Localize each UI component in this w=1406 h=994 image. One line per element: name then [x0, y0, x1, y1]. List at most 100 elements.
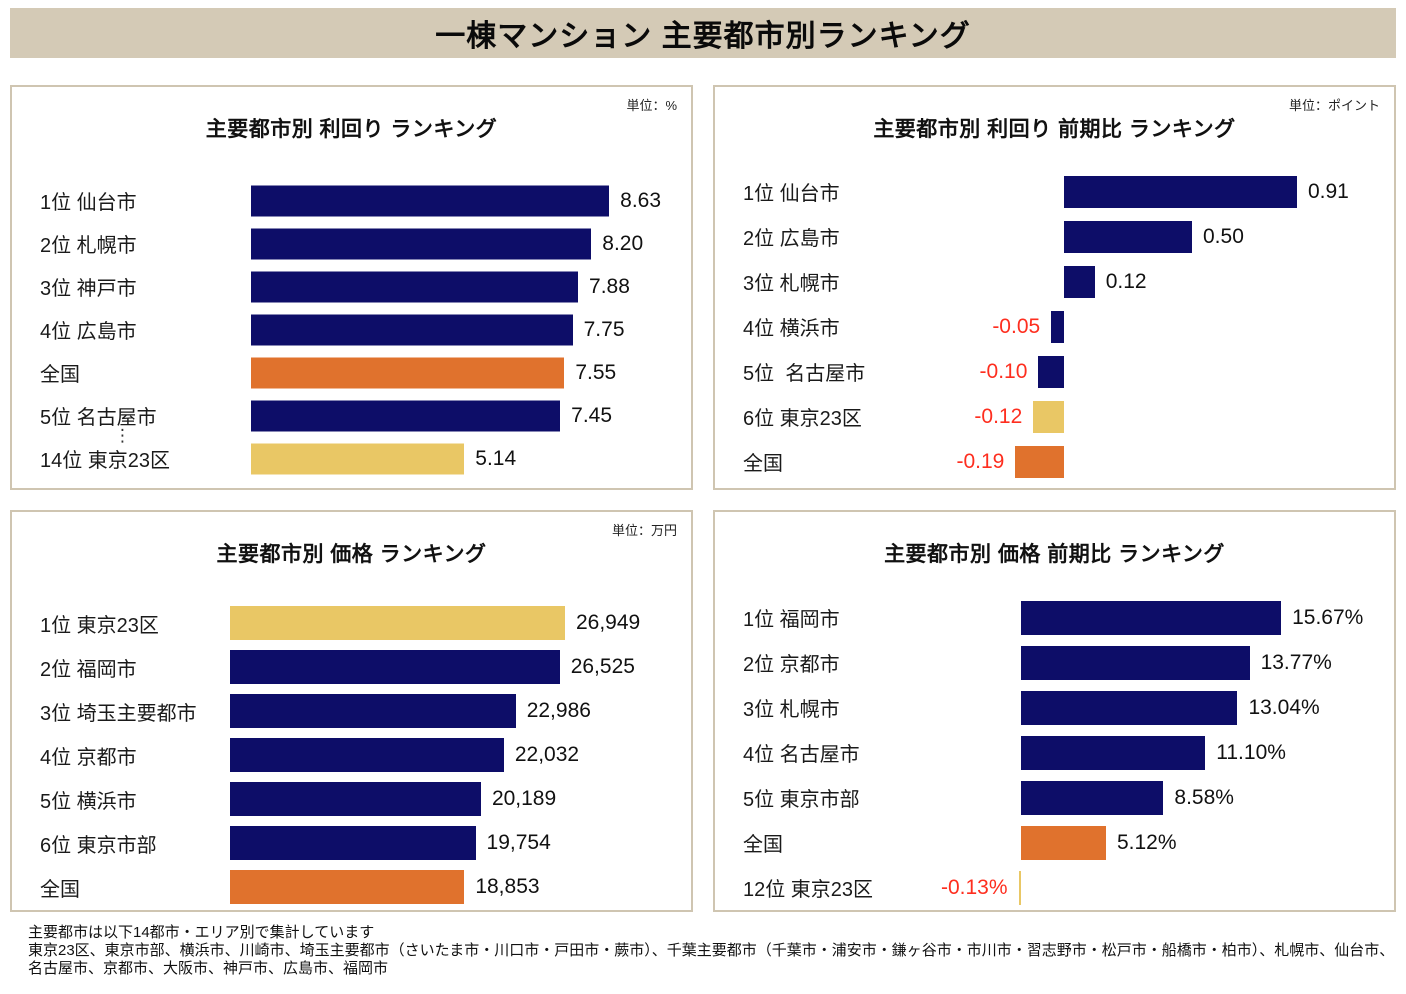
row-label: 3位 埼玉主要都市	[40, 702, 197, 725]
row-label: 4位 広島市	[40, 321, 137, 343]
value-label: 22,032	[514, 743, 580, 766]
row-label: 全国	[40, 878, 80, 901]
bar	[230, 606, 565, 640]
value-label: -0.19	[956, 449, 1005, 473]
value-label: 7.88	[589, 274, 630, 298]
bar	[251, 357, 565, 388]
bar-row: 12位 東京23区 -0.13%	[729, 865, 1380, 910]
value-label: 7.55	[575, 360, 617, 384]
bar-area: 22,986	[230, 689, 677, 733]
bar-area: 22,032	[230, 733, 677, 777]
panel-title: 主要都市別 利回り ランキング	[205, 118, 498, 141]
bar-area: 8.63	[251, 179, 677, 222]
bar	[230, 826, 476, 860]
bar-row: 2位 広島市 0.50	[729, 214, 1380, 259]
bar-row: 全国 -0.19	[729, 439, 1380, 484]
row-label: 2位 広島市	[743, 228, 840, 250]
bar-row: 1位 東京23区 26,949	[26, 601, 677, 645]
value-label: -0.12	[974, 404, 1023, 428]
bar-area: 13.77%	[1021, 640, 1380, 685]
bar-row: 2位 札幌市 8.20	[26, 222, 677, 265]
row-label: 2位 京都市	[743, 654, 840, 676]
bar-row: 4位 横浜市 -0.05	[729, 304, 1380, 349]
row-label: 6位 東京市部	[40, 834, 157, 857]
bar	[1021, 780, 1164, 815]
value-label: 5.12%	[1116, 830, 1177, 854]
row-label: 5位 横浜市	[40, 790, 137, 813]
bar	[251, 228, 592, 259]
bar-rows: 1位 福岡市 15.67% 2位 京都市 13.77% 3位 札幌市 13.04% 4位 名…	[729, 595, 1380, 910]
bar	[251, 400, 561, 431]
row-label: 5位 名古屋市	[743, 363, 866, 385]
bar	[1021, 735, 1206, 770]
bar-rows: 1位 仙台市 8.63 2位 札幌市 8.20 3位 神戸市 7.88 4位 広島市 7.75…	[26, 179, 677, 480]
value-label: 5.14	[475, 446, 517, 470]
bar-area: 26,525	[230, 645, 677, 689]
bar-row: 6位 東京市部 19,754	[26, 821, 677, 865]
bar-area: 11.10%	[1021, 730, 1380, 775]
bar	[251, 185, 610, 216]
bar-area: 8.58%	[1021, 775, 1380, 820]
bar	[1064, 220, 1192, 253]
value-label: 11.10%	[1216, 740, 1286, 764]
bar	[230, 738, 504, 772]
bar-row: 1位 仙台市 8.63	[26, 179, 677, 222]
bar-area: 0.12	[954, 259, 1380, 304]
bar-row: 3位 札幌市 13.04%	[729, 685, 1380, 730]
bar	[1064, 175, 1297, 208]
value-label: 7.75	[583, 317, 625, 341]
bar-row: 5位 名古屋市 7.45	[26, 394, 677, 437]
value-label: 13.77%	[1260, 650, 1332, 674]
bar	[230, 870, 465, 904]
row-label: 4位 名古屋市	[743, 744, 860, 766]
bar-row: 2位 京都市 13.77%	[729, 640, 1380, 685]
bar-rows: 1位 仙台市 0.91 2位 広島市 0.50 3位 札幌市 0.12 4位 横浜市 -0.0…	[729, 169, 1380, 484]
footnote-line2: 東京23区、東京市部、横浜市、川崎市、埼玉主要都市（さいたま市・川口市・戸田市・…	[28, 942, 1395, 977]
row-label: 3位 札幌市	[743, 699, 840, 721]
bar	[1015, 445, 1064, 478]
value-label: 15.67%	[1292, 605, 1364, 629]
value-label: 8.20	[602, 231, 644, 255]
row-label: 1位 仙台市	[743, 183, 840, 205]
ellipsis-between-ranks: ⋮	[114, 426, 131, 445]
value-label: 20,189	[491, 787, 557, 810]
value-label: 8.58%	[1174, 785, 1234, 809]
row-label: 全国	[743, 453, 783, 475]
panel-title: 主要都市別 利回り 前期比 ランキング	[873, 118, 1236, 141]
bar-row: 14位 東京23区 5.14	[26, 437, 677, 480]
value-label: -0.13%	[940, 875, 1008, 899]
value-label: 22,986	[526, 699, 591, 722]
value-label: 26,525	[570, 655, 635, 678]
bar-area: 7.88	[251, 265, 677, 308]
value-label: 0.50	[1203, 224, 1244, 248]
bar	[1064, 265, 1095, 298]
panel-price-ranking: 単位：万円 主要都市別 価格 ランキング 1位 東京23区 26,949 2位 福岡…	[10, 510, 693, 912]
row-label: 2位 福岡市	[40, 658, 137, 681]
bar-row: 4位 広島市 7.75	[26, 308, 677, 351]
unit-label: 単位：%	[626, 98, 677, 113]
page-title: 一棟マンション 主要都市別ランキング	[435, 20, 971, 53]
bar-row: 5位 東京市部 8.58%	[729, 775, 1380, 820]
bar-area: 19,754	[230, 821, 677, 865]
value-label: 0.91	[1307, 179, 1349, 203]
bar-area: 26,949	[230, 601, 677, 645]
bar	[1021, 645, 1250, 680]
bar-area: 7.45	[251, 394, 677, 437]
bar-row: 1位 福岡市 15.67%	[729, 595, 1380, 640]
row-label: 14位 東京23区	[40, 450, 171, 472]
bar	[1038, 355, 1064, 388]
value-label: 26,949	[575, 611, 641, 634]
panel-title: 主要都市別 価格 前期比 ランキング	[884, 543, 1225, 566]
bar-area: 7.55	[251, 351, 677, 394]
bar	[230, 650, 560, 684]
row-label: 12位 東京23区	[743, 879, 874, 901]
bar-area: -0.13%	[941, 865, 1380, 910]
row-label: 5位 東京市部	[743, 789, 860, 811]
row-label: 4位 横浜市	[743, 318, 840, 340]
footnote: 主要都市は以下14都市・エリア別で集計しています 東京23区、東京市部、横浜市、…	[10, 924, 1396, 978]
bar	[251, 314, 573, 345]
bar-row: 3位 埼玉主要都市 22,986	[26, 689, 677, 733]
value-label: 0.12	[1105, 269, 1147, 293]
bar-row: 4位 名古屋市 11.10%	[729, 730, 1380, 775]
row-label: 全国	[743, 834, 783, 856]
